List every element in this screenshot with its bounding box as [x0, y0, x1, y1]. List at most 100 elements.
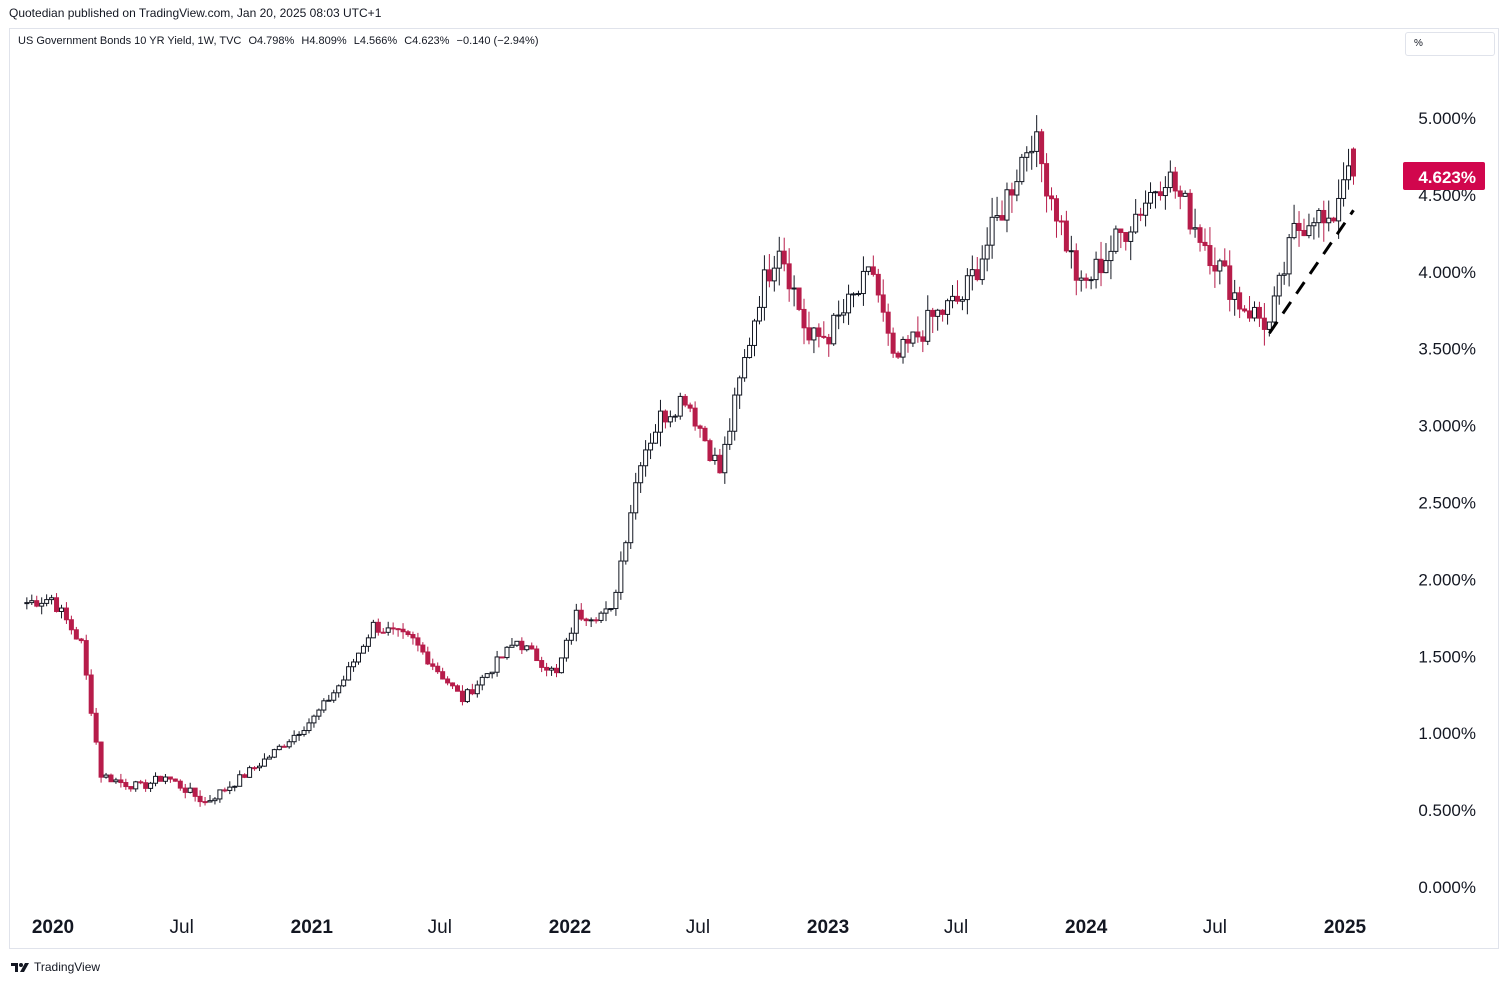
candle-body [291, 734, 297, 743]
candle-body [529, 645, 535, 650]
y-tick-label: 5.000% [1418, 109, 1476, 128]
candle-body [593, 619, 599, 622]
chart-frame[interactable] [9, 28, 1499, 949]
candle-body [771, 267, 777, 282]
x-tick-label: 2023 [807, 917, 849, 938]
candle-body [925, 309, 931, 342]
candle-body [232, 785, 238, 788]
candle-body [1187, 192, 1193, 230]
x-tick-label: Jul [944, 917, 968, 938]
candle-body [1063, 220, 1069, 252]
candle-body [563, 639, 569, 659]
x-tick-label: 2024 [1065, 917, 1108, 938]
candle-body [994, 215, 1000, 218]
candle-body [989, 216, 995, 246]
candle-body [821, 335, 827, 338]
legend-open: O4.798% [248, 35, 295, 47]
candle-body [1291, 222, 1297, 239]
candle-body [1014, 181, 1020, 196]
candle-body [192, 787, 198, 797]
candle-body [331, 692, 337, 701]
candle-body [1321, 209, 1327, 224]
x-tick-label: Jul [1203, 917, 1227, 938]
candle-body [252, 767, 258, 770]
y-axis: 5.000% 4.500% 4.000% 3.500% 3.000% 2.500% 2.00… [1418, 109, 1476, 897]
candle-body [316, 709, 322, 717]
candle-body [286, 741, 292, 748]
candle-body [1078, 277, 1084, 281]
candle-body [1341, 179, 1347, 199]
candle-body [321, 700, 327, 711]
candle-body [984, 244, 990, 260]
candle-body [1271, 295, 1277, 323]
candle-body [390, 627, 396, 630]
candle-body [544, 666, 550, 671]
legend-low: L4.566% [353, 35, 398, 47]
candle-body [1336, 197, 1342, 222]
candle-body [648, 442, 654, 451]
candle-body [271, 749, 277, 758]
candle-body [920, 336, 926, 342]
candle-body [509, 644, 515, 648]
last-price-text: 4.623% [1418, 168, 1476, 187]
candle-body [1083, 277, 1089, 281]
candle-body [1108, 250, 1114, 262]
candle-body [1093, 258, 1099, 281]
candle-body [959, 299, 965, 302]
x-axis: 2020 Jul 2021 Jul 2022 Jul 2023 Jul 2024 Jul 2025 [32, 917, 1367, 938]
y-tick-label: 4.000% [1418, 263, 1476, 282]
candle-body [222, 789, 228, 792]
candle-body [148, 782, 154, 789]
candle-body [1177, 190, 1183, 197]
candles [24, 115, 1356, 807]
candle-body [910, 331, 916, 344]
candle-body [915, 331, 921, 338]
legend-high: H4.809% [301, 35, 347, 47]
candle-body [1256, 306, 1262, 319]
candle-body [667, 416, 673, 423]
candle-body [217, 789, 223, 800]
candle-body [1133, 213, 1139, 233]
candle-body [1073, 250, 1079, 281]
candle-body [370, 621, 376, 639]
y-tick-label: 0.500% [1418, 801, 1476, 820]
candle-body [400, 628, 406, 633]
candle-body [781, 250, 787, 265]
candle-body [1331, 217, 1337, 222]
candle-body [870, 266, 876, 275]
candle-body [1346, 165, 1352, 181]
candle-body [1044, 163, 1050, 197]
candle-body [326, 699, 332, 702]
x-tick-label: Jul [428, 917, 452, 938]
candle-body [732, 394, 738, 432]
candle-body [1019, 156, 1025, 183]
candle-body [365, 637, 371, 647]
candle-body [395, 628, 401, 631]
candle-body [1281, 273, 1287, 276]
candle-body [1207, 245, 1213, 267]
candle-body [727, 430, 733, 445]
candle-body [499, 656, 505, 659]
candle-body [1237, 292, 1243, 310]
trendline [1268, 209, 1355, 335]
candle-body [29, 600, 35, 604]
candle-body [1068, 250, 1074, 253]
candle-body [865, 266, 871, 272]
candle-body [167, 776, 173, 780]
candle-body [484, 673, 490, 678]
candle-body [682, 395, 688, 406]
candle-body [1316, 209, 1322, 224]
candle-body [1039, 131, 1045, 165]
legend-symbol: US Government Bonds 10 YR Yield, 1W, TVC [18, 35, 242, 47]
candle-body [628, 512, 634, 544]
candle-body [1123, 232, 1129, 242]
candle-body [672, 415, 678, 418]
candle-body [712, 454, 718, 462]
candle-body [801, 308, 807, 329]
candle-body [1138, 213, 1144, 216]
unit-selector[interactable]: % [1405, 32, 1495, 56]
candle-body [44, 599, 50, 604]
candle-body [346, 666, 352, 681]
candle-body [242, 774, 248, 778]
